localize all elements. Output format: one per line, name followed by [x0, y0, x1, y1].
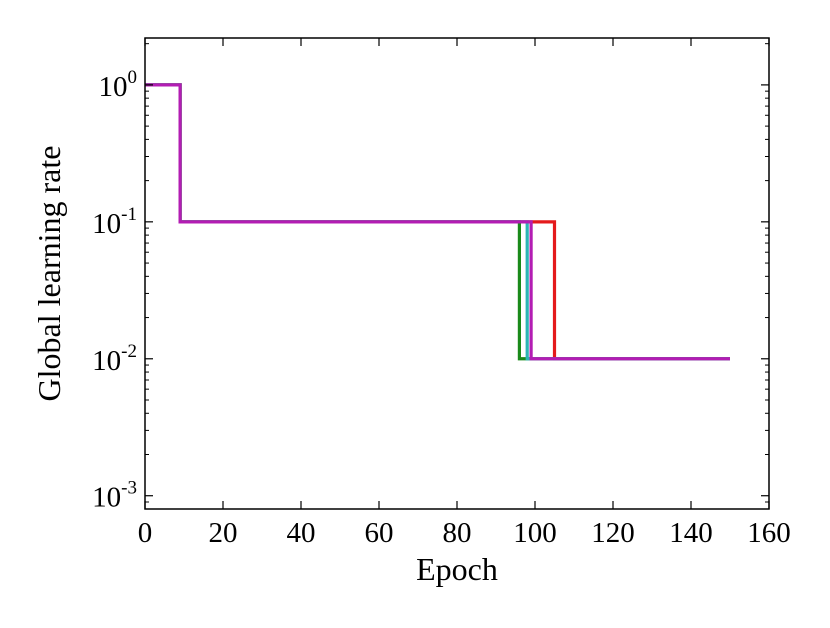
x-axis-label: Epoch — [416, 551, 498, 587]
y-axis-label: Global learning rate — [31, 146, 67, 402]
plot-frame — [144, 37, 770, 510]
x-tick-label: 120 — [591, 517, 635, 549]
y-tick-label: 10-3 — [92, 478, 137, 514]
y-tick-label: 100 — [99, 67, 138, 103]
x-tick-label: 140 — [669, 517, 713, 549]
x-tick-label: 60 — [365, 517, 394, 549]
x-tick-label: 20 — [209, 517, 238, 549]
x-tick-label: 160 — [747, 517, 791, 549]
x-tick-label: 100 — [513, 517, 557, 549]
series-line-4 — [145, 83, 730, 361]
x-tick-label: 40 — [287, 517, 316, 549]
y-tick-label: 10-2 — [92, 341, 137, 377]
x-tick-label: 80 — [443, 517, 472, 549]
y-tick-label: 10-1 — [92, 204, 137, 240]
x-tick-label: 0 — [138, 517, 153, 549]
